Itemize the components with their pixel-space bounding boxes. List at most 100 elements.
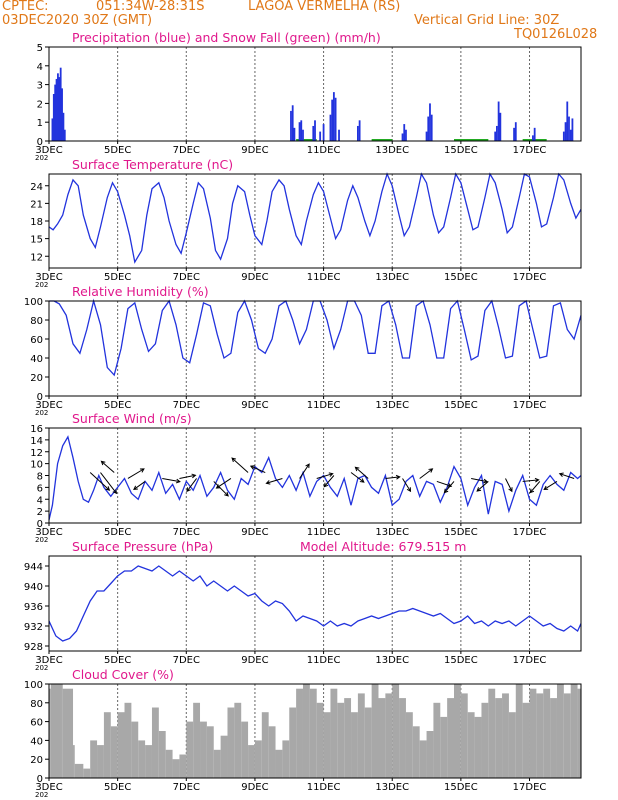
x-tick-label-pressure-2: 7DEC xyxy=(173,655,200,666)
cloud-bar-57 xyxy=(433,702,441,778)
coordinates-label: 051:34W-28:31S xyxy=(96,0,205,14)
cloud-bar-44 xyxy=(344,698,352,778)
precip-bar-44 xyxy=(566,101,569,141)
cloud-bar-61 xyxy=(460,693,468,778)
cloud-bar-26 xyxy=(220,735,228,778)
cloud-bar-70 xyxy=(522,702,530,778)
cloud-bar-60 xyxy=(454,684,461,778)
x-tick-label-wind-1: 5DEC xyxy=(104,527,131,538)
cloud-bar-22 xyxy=(193,702,201,778)
cloud-bar-2 xyxy=(61,684,63,778)
panel-title-pressure: Surface Pressure (hPa) xyxy=(72,539,213,554)
wind-arrow-6 xyxy=(179,473,197,479)
cloud-bar-67 xyxy=(502,693,509,778)
x-year-label-cloud: 202 xyxy=(35,791,48,799)
cloud-bar-59 xyxy=(447,698,455,778)
x-tick-label-precip-4: 11DEC xyxy=(307,145,341,156)
panel-title-temp: Surface Temperature (nC) xyxy=(72,157,233,172)
cloud-bar-64 xyxy=(481,702,489,778)
y-tick-label-rh-2: 40 xyxy=(30,354,43,365)
y-tick-label-rh-0: 0 xyxy=(37,392,43,403)
y-tick-label-wind-5: 10 xyxy=(30,460,43,471)
precip-bar-34 xyxy=(494,131,497,141)
wind-arrow-18 xyxy=(385,474,401,480)
cloud-bar-73 xyxy=(543,688,551,778)
wind-arrow-15 xyxy=(323,475,335,488)
precip-bar-12 xyxy=(293,127,296,141)
y-tick-label-temp-4: 24 xyxy=(30,182,43,193)
cloud-bar-24 xyxy=(206,726,214,778)
cloud-bar-16 xyxy=(151,707,159,778)
precip-bar-29 xyxy=(405,129,407,141)
series-line-rh xyxy=(49,298,582,377)
panel-temp: 12 15 18 21 24 3DEC 5DEC 7DEC 9DEC 11DEC 13DEC 15DE… xyxy=(30,157,582,289)
x-tick-label-temp-1: 5DEC xyxy=(104,272,131,283)
cloud-bar-20 xyxy=(179,754,187,778)
x-tick-label-pressure-3: 9DEC xyxy=(241,655,268,666)
cloud-bar-9 xyxy=(103,712,111,778)
y-tick-label-cloud-4: 80 xyxy=(30,699,43,710)
x-tick-label-wind-0: 3DEC xyxy=(35,527,62,538)
precip-bar-16 xyxy=(312,125,315,141)
x-tick-label-precip-7: 17DEC xyxy=(513,145,547,156)
precip-bar-19 xyxy=(322,124,325,141)
cloud-bar-74 xyxy=(550,698,557,778)
x-tick-label-rh-3: 9DEC xyxy=(241,400,268,411)
cloud-bar-6 xyxy=(83,768,91,778)
cloud-bar-10 xyxy=(110,726,118,778)
y-tick-label-temp-0: 12 xyxy=(30,252,43,263)
cloud-bar-25 xyxy=(213,749,221,778)
cloud-bar-49 xyxy=(378,698,386,778)
x-year-label-temp: 202 xyxy=(35,281,48,289)
y-tick-label-cloud-1: 20 xyxy=(30,755,43,766)
wind-arrow-27 xyxy=(529,481,541,494)
cloud-bar-36 xyxy=(289,707,297,778)
wind-arrow-22 xyxy=(443,481,455,494)
x-tick-label-wind-3: 9DEC xyxy=(241,527,268,538)
cloud-bar-12 xyxy=(124,702,132,778)
panel-frame-precip xyxy=(48,46,582,142)
cloud-bar-17 xyxy=(158,731,166,778)
x-tick-label-precip-3: 9DEC xyxy=(241,145,268,156)
y-tick-label-pressure-3: 940 xyxy=(24,582,43,593)
y-tick-label-precip-1: 1 xyxy=(37,118,43,129)
precip-bar-38 xyxy=(513,127,515,141)
y-tick-label-cloud-3: 60 xyxy=(30,718,43,729)
precip-bar-0 xyxy=(51,118,54,141)
precip-bar-23 xyxy=(334,97,337,141)
cloud-bar-55 xyxy=(419,740,427,778)
x-tick-label-cloud-1: 5DEC xyxy=(104,782,131,793)
x-year-label-rh: 202 xyxy=(35,409,48,417)
wind-arrow-28 xyxy=(543,481,558,490)
y-tick-label-precip-0: 0 xyxy=(37,137,43,148)
y-tick-label-wind-3: 6 xyxy=(37,483,43,494)
precip-bar-1 xyxy=(52,94,55,141)
panel-pressure: 928 932 936 940 944 3DEC 5DEC 7DEC 9DEC 11DEC 13DE… xyxy=(24,539,582,672)
panel-rh: 0 20 40 60 80 100 3DEC 5DEC 7DEC 9DEC 11DEC 13DEC 15… xyxy=(24,284,582,417)
cloud-bar-34 xyxy=(275,749,283,778)
wind-arrow-24 xyxy=(476,481,489,492)
precip-bar-32 xyxy=(429,103,431,141)
cloud-bar-4 xyxy=(73,745,75,778)
y-tick-label-precip-2: 2 xyxy=(37,99,43,110)
precip-bar-30 xyxy=(425,131,428,141)
chart-header: CPTEC: 051:34W-28:31S LAGOA VERMELHA (RS… xyxy=(0,0,618,50)
x-tick-label-temp-3: 9DEC xyxy=(241,272,268,283)
precip-bar-28 xyxy=(403,124,406,141)
y-tick-label-precip-4: 4 xyxy=(37,62,43,73)
wind-arrow-9 xyxy=(215,478,232,489)
x-tick-label-pressure-5: 13DEC xyxy=(375,655,409,666)
x-tick-label-rh-2: 7DEC xyxy=(173,400,200,411)
y-tick-label-precip-3: 3 xyxy=(37,81,43,92)
wind-arrow-4 xyxy=(133,481,146,491)
precip-bar-43 xyxy=(564,122,567,141)
y-tick-label-precip-5: 5 xyxy=(37,43,43,54)
cloud-bar-47 xyxy=(364,707,372,778)
panel-cloud: 0 20 40 60 80 100 3DEC 5DEC 7DEC 9DEC 11DEC 13DEC 15… xyxy=(24,667,582,799)
precip-bar-26 xyxy=(358,120,361,141)
cloud-bar-41 xyxy=(323,712,331,778)
wind-arrow-7 xyxy=(186,478,197,493)
x-tick-label-temp-6: 15DEC xyxy=(444,272,478,283)
